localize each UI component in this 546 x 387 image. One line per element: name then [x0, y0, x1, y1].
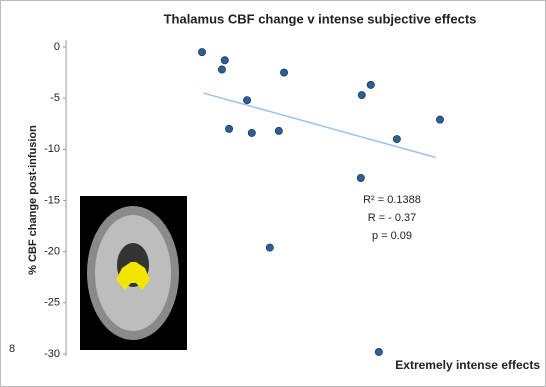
point	[275, 127, 282, 134]
point	[367, 81, 374, 88]
y-tick-label: -15	[44, 194, 60, 206]
y-tick-label: -25	[44, 297, 60, 309]
side-label: 8	[9, 343, 15, 355]
point	[393, 136, 400, 143]
brain-inset	[80, 196, 187, 350]
y-tick-label: -10	[44, 143, 60, 155]
y-tick-label: 0	[54, 41, 60, 53]
y-axis-label: % CBF change post-infusion	[27, 125, 39, 275]
annotation: R² = 0.1388	[363, 194, 421, 206]
point	[357, 174, 364, 181]
chart-title: Thalamus CBF change v intense subjective…	[164, 11, 477, 26]
point	[221, 57, 228, 64]
point	[198, 49, 205, 56]
point	[266, 244, 273, 251]
point	[280, 69, 287, 76]
x-axis-label: Extremely intense effects	[395, 358, 540, 372]
chart: Thalamus CBF change v intense subjective…	[0, 0, 546, 387]
point	[243, 97, 250, 104]
point	[436, 116, 443, 123]
y-tick-label: -20	[44, 246, 60, 258]
point	[225, 125, 232, 132]
point	[218, 66, 225, 73]
annotation: R = - 0.37	[368, 212, 417, 224]
point	[358, 91, 365, 98]
y-tick-label: -30	[44, 348, 60, 360]
annotation: p = 0.09	[372, 230, 412, 242]
point	[375, 348, 382, 355]
y-tick-label: -5	[50, 92, 60, 104]
page: Thalamus CBF change v intense subjective…	[0, 0, 546, 387]
point	[248, 129, 255, 136]
